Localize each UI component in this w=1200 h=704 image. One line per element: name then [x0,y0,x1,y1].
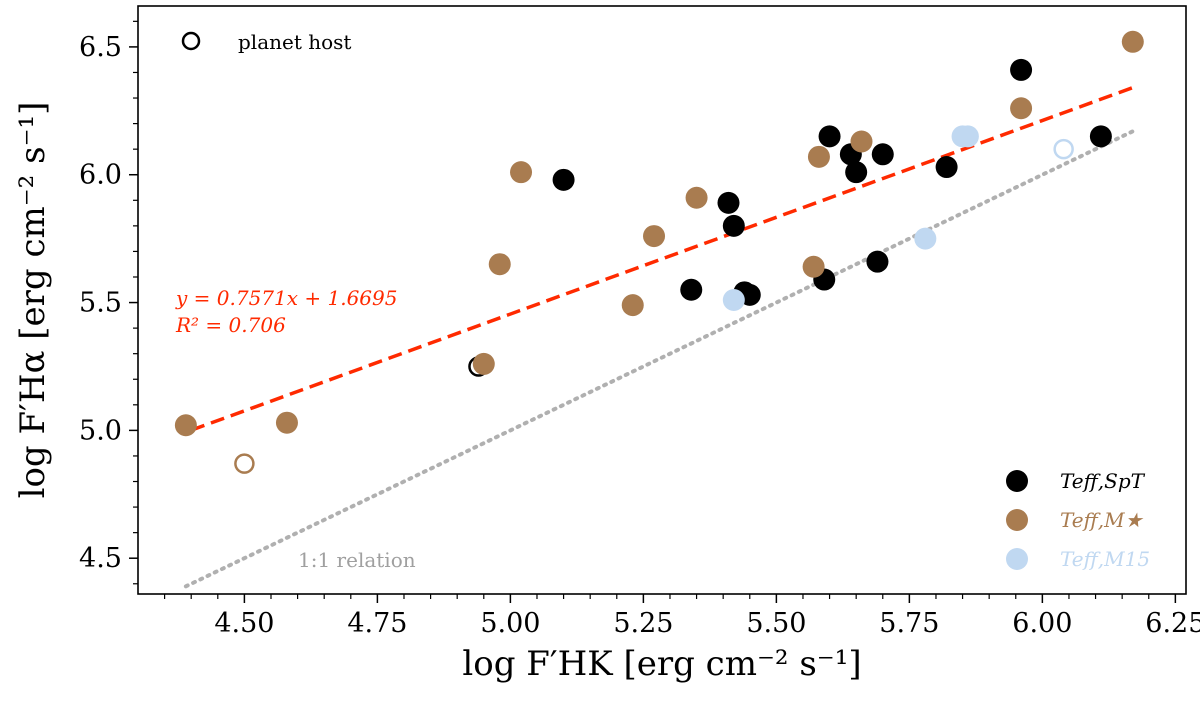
one-to-one-line [183,129,1135,589]
data-point [1010,97,1033,120]
data-point [956,125,979,148]
x-tick-label: 5.75 [879,608,939,639]
data-point [717,191,740,214]
fit-equation: y = 0.7571x + 1.6695 [175,286,397,310]
data-point [866,250,889,273]
legend-marker-spt-icon [1006,470,1028,492]
data-point [914,227,937,250]
data-point [722,289,745,311]
data-point [871,143,894,166]
x-tick-label: 6.25 [1145,608,1200,639]
data-point [472,352,495,375]
x-tick-label: 5.25 [613,608,673,639]
data-point [621,294,644,317]
data-point [802,255,825,278]
y-tick-label: 4.5 [79,543,122,574]
data-point [174,414,197,437]
x-tick-label: 5.00 [480,608,540,639]
y-tick-label: 6.0 [79,160,122,191]
data-point [850,130,873,153]
x-tick-label: 4.75 [347,608,407,639]
data-point [1121,30,1144,53]
legend: Teff,SpT Teff,M★ Teff,M15 [1006,469,1150,571]
y-tick-label: 6.5 [79,32,122,63]
fit-line [190,85,1134,432]
y-tick-label: 5.0 [79,415,122,446]
planet-host-label: planet host [238,30,351,54]
one-to-one-label: 1:1 relation [298,548,416,572]
data-point [1010,58,1033,81]
data-points [174,30,1144,474]
data-point [1089,125,1112,148]
y-tick-label: 5.5 [79,288,122,319]
reference-lines [183,85,1135,589]
data-point [818,125,841,148]
data-point [807,145,830,168]
y-axis-title: log F′Hα [erg cm⁻² s⁻¹] [13,102,53,499]
plot-area-frame [137,5,1187,595]
data-point [722,214,745,237]
data-point [845,161,868,184]
data-point [685,186,708,209]
data-point [275,411,298,434]
data-point [488,253,511,276]
legend-label-m15: Teff,M15 [1060,547,1150,571]
planet-host-point [1053,138,1074,160]
x-axis-title: log F′HK [erg cm⁻² s⁻¹] [462,644,861,684]
x-tick-label: 6.00 [1012,608,1072,639]
data-point [552,168,575,191]
data-point [935,156,958,179]
data-point [680,278,703,301]
axis-ticks: 4.50 4.75 5.00 5.25 5.50 5.75 6.00 6.25 4.5 5.0 5.… [79,20,1200,639]
x-tick-label: 4.50 [214,608,274,639]
legend-marker-m15-icon [1006,548,1028,570]
data-point [510,161,533,184]
planet-host-point [234,453,255,474]
legend-label-mass: Teff,M★ [1060,508,1144,532]
planet-host-marker-icon [181,31,201,51]
fit-r-squared: R² = 0.706 [175,313,286,337]
legend-label-spt: Teff,SpT [1060,469,1146,493]
data-point [643,225,666,248]
x-tick-label: 5.50 [746,608,806,639]
legend-marker-mass-icon [1006,509,1028,531]
